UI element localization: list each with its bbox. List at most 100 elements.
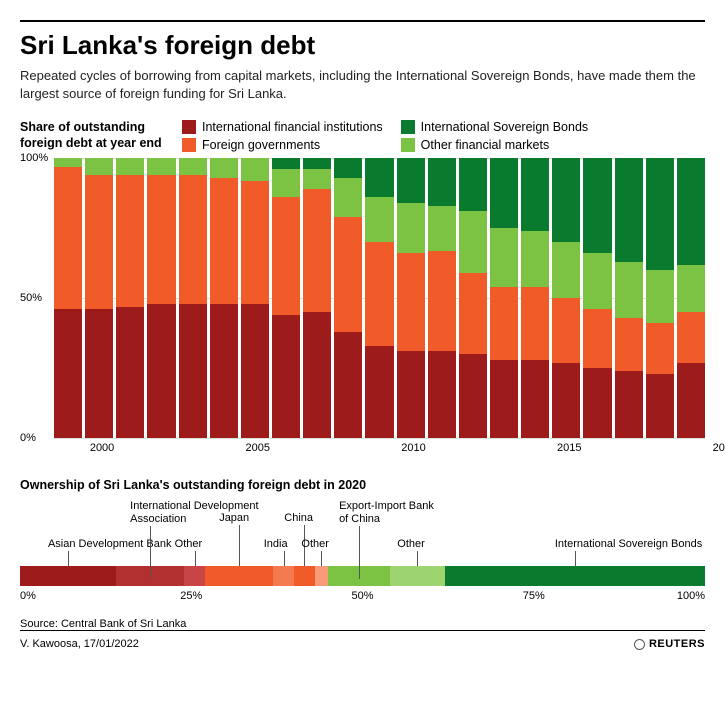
bar-segment bbox=[552, 242, 580, 298]
bar-segment bbox=[116, 175, 144, 307]
bar-segment bbox=[241, 304, 269, 438]
bar-segment bbox=[272, 315, 300, 438]
bar-segment bbox=[583, 253, 611, 309]
bar-segment bbox=[677, 265, 705, 313]
leader-line bbox=[321, 551, 322, 566]
bar-segment bbox=[365, 346, 393, 438]
bar-segment bbox=[397, 158, 425, 203]
x-tick-label: 2020 bbox=[713, 442, 725, 454]
bar-segment bbox=[303, 169, 331, 189]
bar-segment bbox=[147, 175, 175, 304]
hbar-segment bbox=[273, 566, 294, 586]
x-tick-label: 2000 bbox=[90, 442, 114, 454]
legend-label: International financial institutions bbox=[202, 120, 383, 134]
bar-segment bbox=[210, 178, 238, 304]
bar-segment bbox=[646, 323, 674, 373]
bar-segment bbox=[677, 312, 705, 362]
legend-label: Foreign governments bbox=[202, 138, 320, 152]
hbar-segment bbox=[315, 566, 329, 586]
hbar-segment bbox=[205, 566, 274, 586]
y-tick-label: 0% bbox=[20, 432, 36, 444]
ownership-xtick: 0% bbox=[20, 590, 36, 602]
bar-segment bbox=[116, 158, 144, 175]
page-title: Sri Lanka's foreign debt bbox=[20, 30, 705, 61]
bar-segment bbox=[241, 181, 269, 304]
bar-segment bbox=[615, 158, 643, 262]
leader-line bbox=[195, 551, 196, 566]
bar-segment bbox=[428, 206, 456, 251]
bar-segment bbox=[646, 270, 674, 323]
page-subtitle: Repeated cycles of borrowing from capita… bbox=[20, 67, 705, 102]
bar-segment bbox=[428, 351, 456, 438]
bar bbox=[490, 158, 518, 438]
bar-segment bbox=[459, 158, 487, 211]
hbar-segment bbox=[20, 566, 116, 586]
leader-line bbox=[68, 551, 69, 566]
bar-segment bbox=[521, 360, 549, 438]
source-text: Source: Central Bank of Sri Lanka bbox=[20, 618, 705, 630]
bar-segment bbox=[54, 309, 82, 438]
bar-segment bbox=[85, 175, 113, 309]
leader-line bbox=[359, 526, 360, 579]
bar-segment bbox=[459, 273, 487, 354]
bar-segment bbox=[428, 158, 456, 206]
bar-segment bbox=[179, 304, 207, 438]
legend-swatch bbox=[401, 120, 415, 134]
bar bbox=[303, 158, 331, 438]
bar-segment bbox=[365, 158, 393, 197]
bar-segment bbox=[552, 363, 580, 439]
hbar-label: China bbox=[284, 512, 313, 525]
legend-swatch bbox=[182, 138, 196, 152]
legend-row: Share of outstanding foreign debt at yea… bbox=[20, 120, 705, 152]
bar-segment bbox=[521, 231, 549, 287]
hbar-label: Other bbox=[397, 538, 425, 551]
bar-segment bbox=[677, 363, 705, 439]
bar-segment bbox=[397, 203, 425, 253]
ownership-labels: Asian Development BankInternational Deve… bbox=[20, 498, 705, 566]
legend-grid: International financial institutionsInte… bbox=[182, 120, 588, 152]
hbar-label: India bbox=[264, 538, 288, 551]
bar-segment bbox=[303, 158, 331, 169]
footer-rule bbox=[20, 630, 705, 631]
legend-item: Foreign governments bbox=[182, 138, 383, 152]
bar bbox=[179, 158, 207, 438]
x-axis: 20002005201020152020 bbox=[54, 442, 725, 458]
bar bbox=[54, 158, 82, 438]
y-tick-label: 50% bbox=[20, 292, 42, 304]
bar-segment bbox=[615, 318, 643, 371]
bar-segment bbox=[179, 175, 207, 304]
leader-line bbox=[150, 526, 151, 579]
leader-line bbox=[284, 551, 285, 566]
leader-line bbox=[239, 525, 240, 566]
bar-segment bbox=[210, 304, 238, 438]
byline: V. Kawoosa, 17/01/2022 bbox=[20, 638, 139, 650]
bar-segment bbox=[365, 197, 393, 242]
bar bbox=[583, 158, 611, 438]
top-rule bbox=[20, 20, 705, 22]
bar-segment bbox=[552, 158, 580, 242]
legend-item: International financial institutions bbox=[182, 120, 383, 134]
bar bbox=[615, 158, 643, 438]
ownership-xtick: 25% bbox=[180, 590, 202, 602]
hbar-label: Asian Development Bank bbox=[48, 538, 172, 551]
bar-segment bbox=[334, 178, 362, 217]
bar bbox=[116, 158, 144, 438]
bar-segment bbox=[521, 287, 549, 360]
agency-credit: REUTERS bbox=[634, 638, 705, 650]
bar-segment bbox=[303, 312, 331, 438]
y-tick-label: 100% bbox=[20, 152, 48, 164]
bar-segment bbox=[334, 332, 362, 438]
bar-segment bbox=[54, 158, 82, 166]
bar bbox=[521, 158, 549, 438]
bar-segment bbox=[490, 228, 518, 287]
bar-segment bbox=[490, 360, 518, 438]
bar bbox=[85, 158, 113, 438]
bar-segment bbox=[179, 158, 207, 175]
hbar-label: Other bbox=[301, 538, 329, 551]
x-tick-label: 2010 bbox=[401, 442, 425, 454]
legend-swatch bbox=[401, 138, 415, 152]
bar-segment bbox=[85, 309, 113, 438]
bar-segment bbox=[583, 158, 611, 253]
ownership-xaxis: 0%25%50%75%100% bbox=[20, 590, 705, 608]
bar-segment bbox=[272, 158, 300, 169]
